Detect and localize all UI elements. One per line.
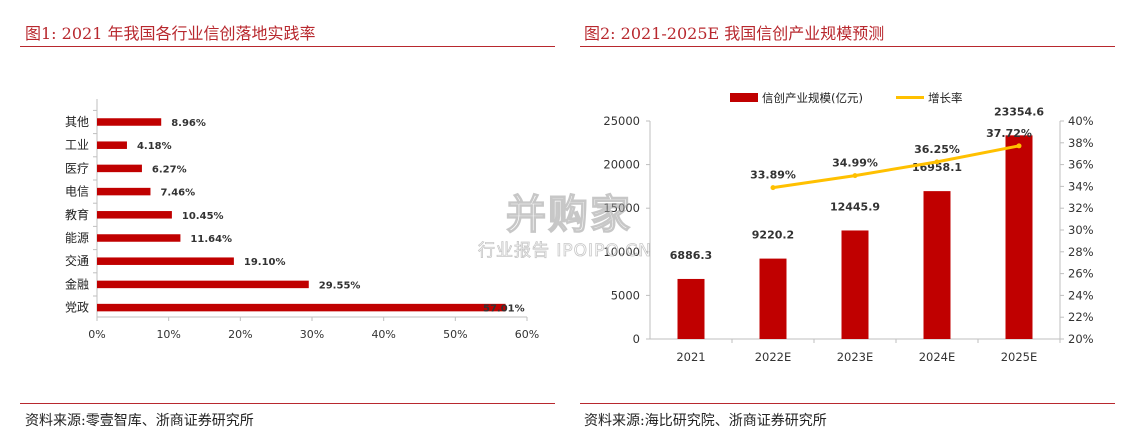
x-tick-label: 2024E	[919, 350, 956, 364]
bar	[97, 257, 234, 265]
y-right-tick-label: 36%	[1068, 158, 1094, 172]
y-right-tick-label: 20%	[1068, 332, 1094, 346]
right-figure: 图2: 2021-2025E 我国信创产业规模预测 信创产业规模(亿元) 增长率 0…	[578, 0, 1145, 445]
category-label: 教育	[65, 207, 89, 222]
x-tick-label: 20%	[228, 328, 252, 341]
legend-line-label: 增长率	[928, 91, 963, 105]
bar	[923, 191, 951, 339]
bar-data-label: 6886.3	[670, 249, 712, 262]
y-left-tick-label: 10000	[603, 245, 640, 259]
category-label: 党政	[65, 300, 89, 315]
bar-data-label: 12445.9	[830, 200, 880, 213]
left-source-rule	[20, 403, 555, 404]
category-label: 工业	[65, 138, 89, 152]
data-label: 7.46%	[160, 188, 195, 199]
category-label: 能源	[65, 231, 89, 245]
y-right-tick-label: 40%	[1068, 114, 1094, 128]
y-left-tick-label: 20000	[603, 158, 640, 172]
right-figure-title: 图2: 2021-2025E 我国信创产业规模预测	[584, 24, 885, 43]
y-right-tick-label: 32%	[1068, 201, 1094, 215]
growth-data-label: 37.72%	[986, 127, 1032, 140]
y-right-tick-label: 24%	[1068, 288, 1094, 302]
data-label: 8.96%	[171, 118, 206, 129]
y-right-tick-label: 30%	[1068, 223, 1094, 237]
data-label: 29.55%	[319, 280, 361, 291]
left-figure: 图1: 2021 年我国各行业信创落地实践率 其他 8.96% 工业 4.18% 医疗 6…	[0, 0, 560, 445]
bar-data-label: 9220.2	[752, 229, 794, 242]
x-tick-label: 0%	[88, 328, 105, 341]
y-right-tick-label: 38%	[1068, 136, 1094, 150]
category-label: 电信	[65, 185, 89, 199]
data-label: 57.01%	[483, 304, 525, 315]
growth-data-label: 34.99%	[832, 157, 878, 170]
growth-point	[770, 185, 776, 191]
bar	[841, 230, 869, 339]
x-tick-label: 2021	[676, 350, 705, 364]
bar	[677, 278, 705, 339]
bar	[97, 118, 162, 126]
legend-bar-swatch	[730, 93, 758, 102]
growth-point	[852, 173, 858, 179]
right-source-note: 资料来源:海比研究院、浙商证券研究所	[584, 413, 827, 429]
x-tick-label: 40%	[371, 328, 395, 341]
data-label: 4.18%	[137, 141, 172, 152]
data-label: 19.10%	[244, 257, 286, 268]
x-tick-label: 10%	[156, 328, 180, 341]
bar	[97, 211, 172, 219]
bar	[759, 258, 787, 339]
y-left-tick-label: 15000	[603, 201, 640, 215]
growth-data-label: 36.25%	[914, 143, 960, 156]
bar	[97, 187, 151, 196]
data-label: 10.45%	[182, 211, 224, 222]
x-tick-label: 60%	[515, 328, 539, 341]
y-left-tick-label: 5000	[611, 288, 640, 302]
x-tick-label: 50%	[443, 328, 467, 341]
growth-line	[772, 144, 1020, 190]
y-right-tick-label: 34%	[1068, 179, 1094, 193]
bar-data-label: 23354.6	[994, 105, 1044, 118]
bar	[97, 280, 309, 289]
legend-bar-label: 信创产业规模(亿元)	[762, 91, 863, 105]
y-right-tick-label: 22%	[1068, 310, 1094, 324]
category-label: 交通	[65, 253, 89, 268]
left-bar-chart: 其他 8.96% 工业 4.18% 医疗 6.27% 电信 7.46% 教育 10.45% 能源 11…	[65, 99, 539, 341]
y-right-tick-label: 26%	[1068, 267, 1094, 281]
bar	[1005, 135, 1033, 339]
growth-point	[934, 159, 940, 165]
bar	[97, 303, 506, 312]
growth-data-label: 33.89%	[750, 169, 796, 182]
y-right-tick-label: 28%	[1068, 245, 1094, 259]
left-figure-title: 图1: 2021 年我国各行业信创落地实践率	[25, 24, 316, 43]
bar	[97, 141, 127, 149]
growth-point	[1016, 143, 1022, 149]
x-tick-label: 30%	[300, 328, 324, 341]
x-tick-label: 2022E	[755, 350, 792, 364]
data-label: 11.64%	[190, 234, 232, 245]
left-title-rule	[20, 46, 555, 47]
bar	[97, 234, 181, 242]
right-title-rule	[580, 46, 1115, 47]
x-tick-label: 2025E	[1001, 350, 1038, 364]
right-combo-chart: 信创产业规模(亿元) 增长率 0 5000 10000 15000 20000 25000 20…	[603, 91, 1094, 364]
x-tick-label: 2023E	[837, 350, 874, 364]
y-left-tick-label: 25000	[603, 114, 640, 128]
category-label: 医疗	[65, 161, 89, 175]
right-source-rule	[580, 403, 1115, 404]
category-label: 金融	[65, 276, 89, 291]
data-label: 6.27%	[152, 164, 187, 175]
category-label: 其他	[65, 115, 89, 129]
y-left-tick-label: 0	[633, 332, 640, 346]
left-source-note: 资料来源:零壹智库、浙商证券研究所	[25, 413, 254, 429]
bar	[97, 164, 142, 173]
